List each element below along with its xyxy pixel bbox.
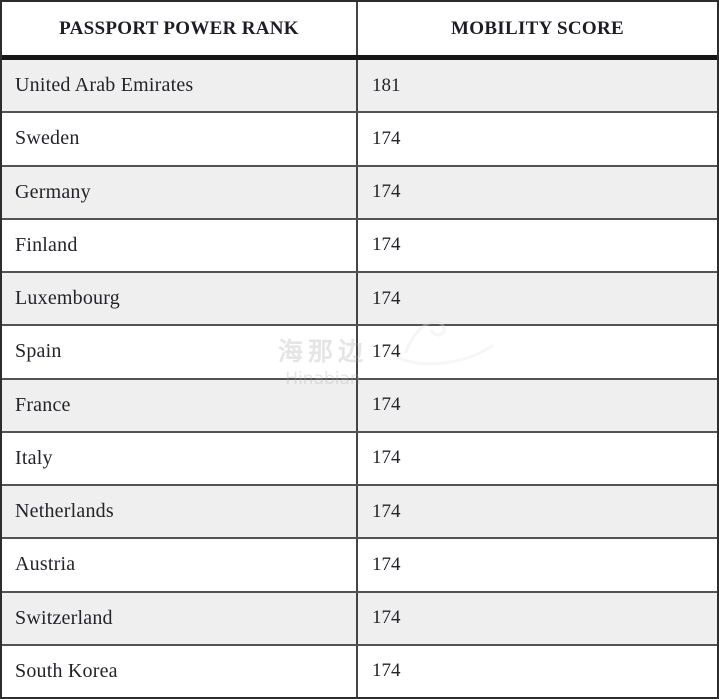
score-cell: 174 [372, 234, 401, 256]
table-row: Finland 174 [2, 219, 717, 273]
table-row: Switzerland 174 [2, 592, 717, 646]
country-cell: Finland [2, 219, 358, 271]
score-cell: 181 [372, 74, 401, 96]
table-row: France 174 [2, 379, 717, 433]
country-cell: Spain [2, 326, 358, 378]
column-header-mobility-score: MOBILITY SCORE [451, 17, 624, 39]
table-row: Netherlands 174 [2, 486, 717, 540]
table-row: Sweden 174 [2, 113, 717, 167]
table-row: Italy 174 [2, 432, 717, 486]
score-cell: 174 [372, 447, 401, 469]
score-cell: 174 [372, 127, 401, 149]
country-cell: Germany [2, 166, 358, 218]
country-cell: South Korea [2, 645, 358, 697]
score-cell: 174 [372, 660, 401, 682]
country-cell: Switzerland [2, 592, 358, 644]
score-cell: 174 [372, 500, 401, 522]
country-cell: France [2, 379, 358, 431]
table-row: Luxembourg 174 [2, 273, 717, 327]
score-cell: 174 [372, 394, 401, 416]
table-row: United Arab Emirates 181 [2, 60, 717, 114]
table-header-row: PASSPORT POWER RANK MOBILITY SCORE [2, 2, 717, 60]
country-cell: Austria [2, 539, 358, 591]
table-row: Spain 174 [2, 326, 717, 380]
score-cell: 174 [372, 553, 401, 575]
table-row: Germany 174 [2, 166, 717, 220]
score-cell: 174 [372, 340, 401, 362]
table-row: South Korea 174 [2, 645, 717, 697]
score-cell: 174 [372, 287, 401, 309]
country-cell: United Arab Emirates [2, 60, 358, 112]
country-cell: Netherlands [2, 486, 358, 538]
country-cell: Luxembourg [2, 273, 358, 325]
country-cell: Italy [2, 432, 358, 484]
column-header-passport-power-rank: PASSPORT POWER RANK [2, 2, 358, 55]
score-cell: 174 [372, 181, 401, 203]
score-cell: 174 [372, 607, 401, 629]
table-row: Austria 174 [2, 539, 717, 593]
country-cell: Sweden [2, 113, 358, 165]
